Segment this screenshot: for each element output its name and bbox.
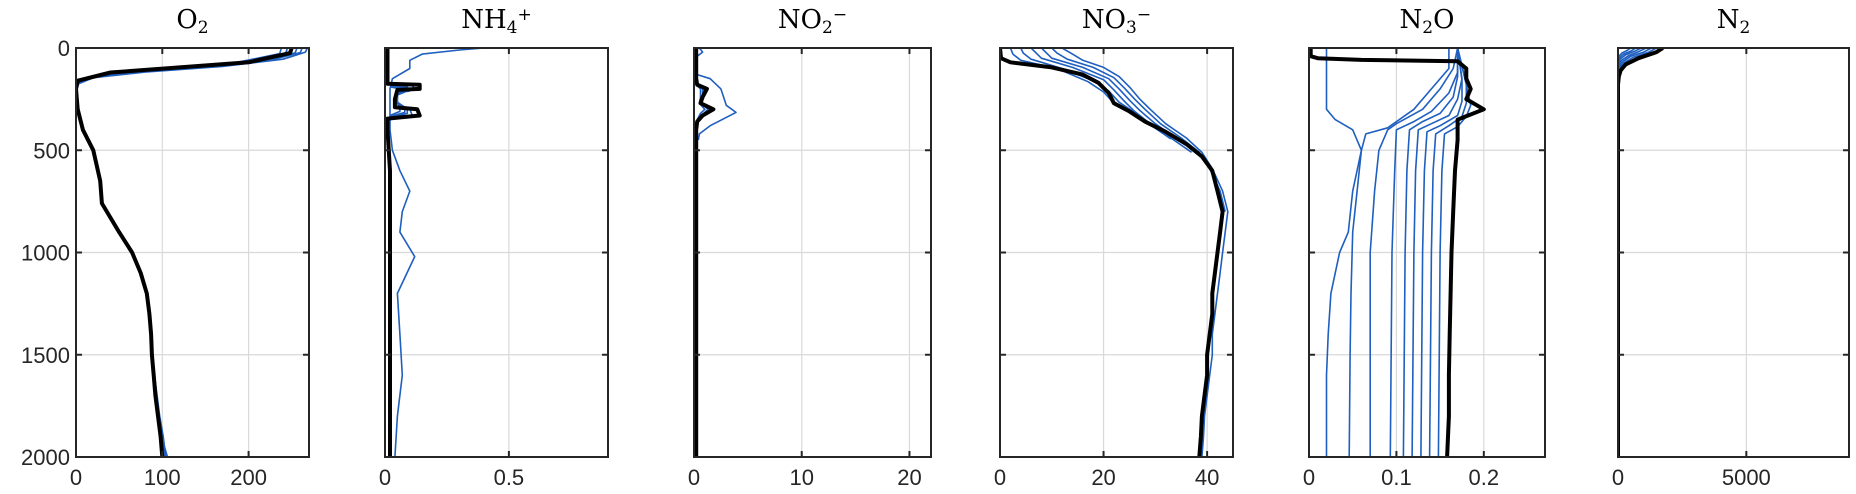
- series-group: [76, 48, 309, 457]
- series-line-final: [76, 48, 294, 457]
- x-tick-label: 0: [70, 465, 82, 490]
- series-group: [1309, 48, 1486, 457]
- series-line-ensemble: [1369, 48, 1459, 457]
- series-group: [694, 48, 737, 457]
- panel-3: 0 10 20 NO2−: [688, 5, 932, 490]
- panel-title: NH4+: [461, 5, 532, 38]
- panel-title: N2: [1717, 5, 1751, 38]
- series-line-ensemble: [1389, 48, 1459, 457]
- panel-title: NO2−: [778, 5, 847, 38]
- y-tick-label: 1500: [21, 343, 70, 368]
- panel-title: N2O: [1400, 5, 1455, 38]
- x-tick-label: 40: [1195, 465, 1219, 490]
- x-tick-label: 0.1: [1381, 465, 1412, 490]
- series-line-ensemble: [1420, 48, 1463, 457]
- x-tick-label: 0: [688, 465, 700, 490]
- x-tick-label: 200: [230, 465, 267, 490]
- panel-title: NO3−: [1082, 5, 1151, 38]
- x-tick-label: 0: [994, 465, 1006, 490]
- series-line-ensemble: [1325, 48, 1363, 457]
- series-line-ensemble: [1061, 48, 1229, 457]
- series-line-ensemble: [1402, 48, 1459, 457]
- y-tick-label: 2000: [21, 445, 70, 470]
- panel-6: 0 5000 N2: [1612, 5, 1850, 490]
- series-line-final: [1309, 48, 1486, 457]
- x-tick-label: 0: [1612, 465, 1624, 490]
- x-tick-label: 10: [789, 465, 813, 490]
- x-tick-label: 0.2: [1469, 465, 1500, 490]
- x-tick-label: 0: [1303, 465, 1315, 490]
- series-group: [385, 48, 485, 457]
- series-group: [1000, 48, 1229, 457]
- x-tick-label: 0.5: [494, 465, 525, 490]
- series-line-ensemble: [389, 48, 485, 457]
- series-line-ensemble: [1348, 48, 1450, 457]
- panel-4: 0 20 40 NO3−: [994, 5, 1234, 490]
- x-tick-label: 5000: [1722, 465, 1771, 490]
- x-tick-label: 20: [1091, 465, 1115, 490]
- series-line-ensemble: [1428, 48, 1468, 457]
- panel-5: 0 0.1 0.2 N2O: [1303, 5, 1546, 490]
- x-tick-label: 0: [379, 465, 391, 490]
- y-tick-label: 1000: [21, 241, 70, 266]
- y-tick-label: 0: [58, 36, 70, 61]
- series-line-ensemble: [1411, 48, 1463, 457]
- series-line-final: [694, 48, 716, 457]
- series-line-ensemble: [696, 48, 737, 141]
- series-line-final: [1000, 48, 1225, 457]
- x-tick-label: 100: [144, 465, 181, 490]
- panel-2: 0 0.5 NH4+: [379, 5, 609, 490]
- x-tick-label: 20: [897, 465, 921, 490]
- series-line-final: [385, 48, 422, 457]
- y-tick-label: 500: [33, 138, 70, 163]
- panel-title: O2: [176, 5, 208, 38]
